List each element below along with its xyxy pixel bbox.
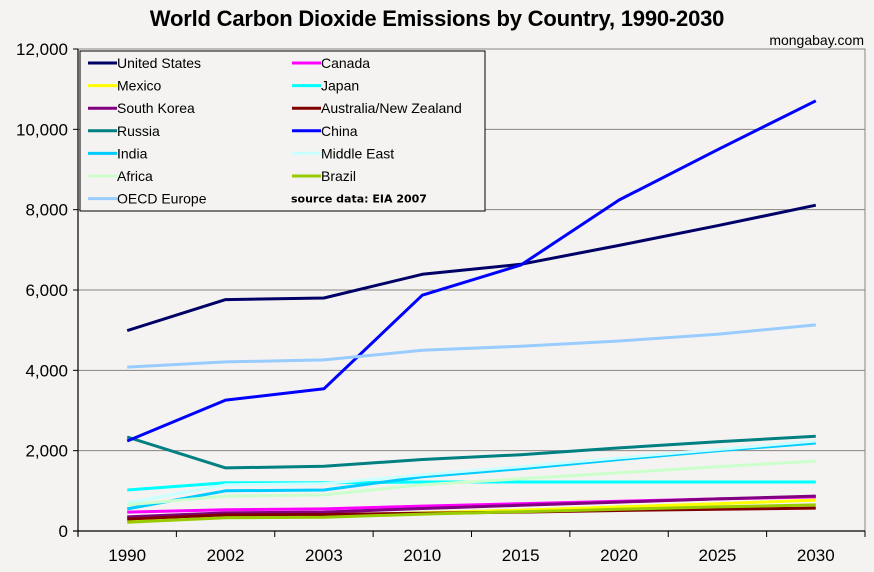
y-tick-label: 0 xyxy=(59,522,68,541)
y-tick-label: 8,000 xyxy=(25,201,68,220)
chart-credit: mongabay.com xyxy=(769,32,864,48)
legend-box xyxy=(79,50,486,212)
x-tick-label: 1990 xyxy=(108,546,146,565)
legend-label: Australia/New Zealand xyxy=(321,100,462,116)
legend-label: Russia xyxy=(117,123,160,139)
series-line-africa xyxy=(127,459,816,507)
x-tick-label: 2010 xyxy=(403,546,441,565)
legend-label: India xyxy=(117,145,148,161)
x-tick-label: 2002 xyxy=(207,546,245,565)
legend-label: Middle East xyxy=(321,145,394,161)
y-tick-label: 12,000 xyxy=(16,40,68,59)
series-line-russia xyxy=(126,434,816,470)
legend-label: Africa xyxy=(117,168,153,184)
legend: United States Canada Mexico Japan South Kore… xyxy=(79,50,486,212)
legend-label: Japan xyxy=(321,78,359,94)
y-tick-label: 4,000 xyxy=(25,361,68,380)
legend-label: China xyxy=(321,123,358,139)
series-line-brazil xyxy=(127,503,816,524)
x-tick-label: 2015 xyxy=(502,546,540,565)
legend-label: Brazil xyxy=(321,168,356,184)
legend-label: Mexico xyxy=(117,78,162,94)
y-tick-label: 6,000 xyxy=(25,281,68,300)
series-line-united-states xyxy=(126,203,817,333)
legend-label: United States xyxy=(117,55,201,71)
legend-label: Canada xyxy=(321,55,370,71)
series-line-middle-east xyxy=(126,439,816,505)
y-tick-label: 10,000 xyxy=(16,120,68,139)
series-lines xyxy=(126,99,817,524)
series-line-china xyxy=(126,99,817,443)
y-tick-label: 2,000 xyxy=(25,442,68,461)
legend-label: South Korea xyxy=(117,100,195,116)
series-line-oecd-europe xyxy=(127,323,816,369)
x-tick-label: 2025 xyxy=(699,546,737,565)
series-line-south-korea xyxy=(127,494,816,519)
chart-title: World Carbon Dioxide Emissions by Countr… xyxy=(149,6,725,31)
axes: 0 2,000 4,000 6,000 8,000 10,000 12,000 1990 200… xyxy=(16,40,866,565)
source-note: source data: EIA 2007 xyxy=(291,193,427,206)
x-tick-label: 2003 xyxy=(305,546,343,565)
legend-label: OECD Europe xyxy=(117,191,207,207)
x-tick-label: 2030 xyxy=(797,546,835,565)
x-tick-label: 2020 xyxy=(600,546,638,565)
